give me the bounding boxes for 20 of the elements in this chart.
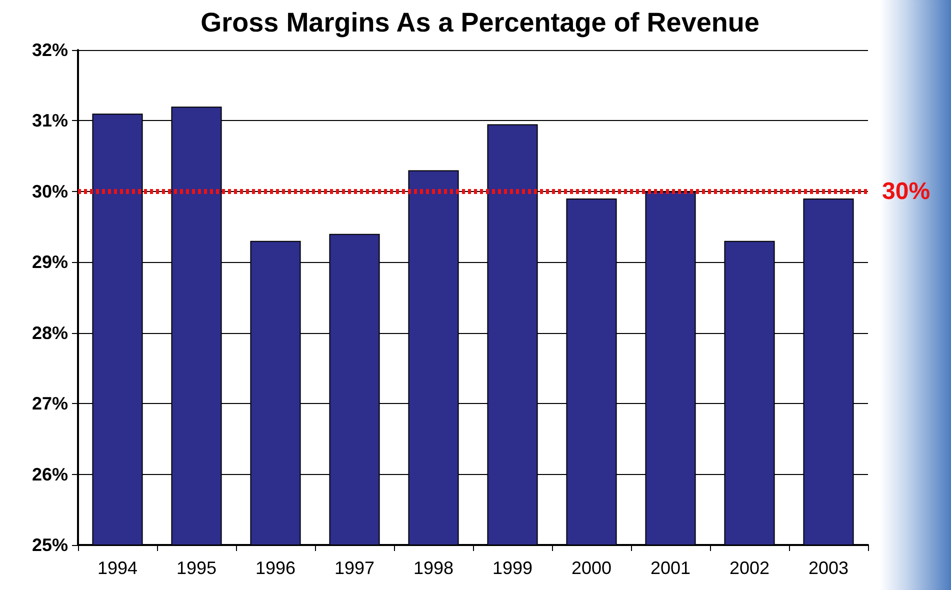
x-tick-label: 2001: [650, 558, 691, 578]
y-tick-label: 25%: [32, 535, 68, 555]
x-tick-label: 2000: [571, 558, 612, 578]
x-tick-label: 1996: [255, 558, 296, 578]
y-tick-label: 26%: [32, 464, 68, 484]
x-tick-label: 2002: [729, 558, 770, 578]
x-tick-label: 1995: [176, 558, 217, 578]
y-tick-label: 29%: [32, 252, 68, 272]
x-tick-label: 2003: [808, 558, 849, 578]
x-tick-label: 1998: [413, 558, 454, 578]
y-tick-label: 32%: [32, 40, 68, 60]
y-tick-label: 30%: [32, 181, 68, 202]
x-tick-label: 1994: [97, 558, 138, 578]
x-tick-label: 1997: [334, 558, 375, 578]
y-tick-label: 27%: [32, 394, 68, 414]
x-tick-label: 1999: [492, 558, 533, 578]
ref-line-label: 30%: [882, 178, 930, 205]
chart-title: Gross Margins As a Percentage of Revenue: [200, 8, 760, 38]
y-tick-label: 28%: [32, 322, 68, 343]
y-tick-label: 31%: [32, 110, 68, 131]
